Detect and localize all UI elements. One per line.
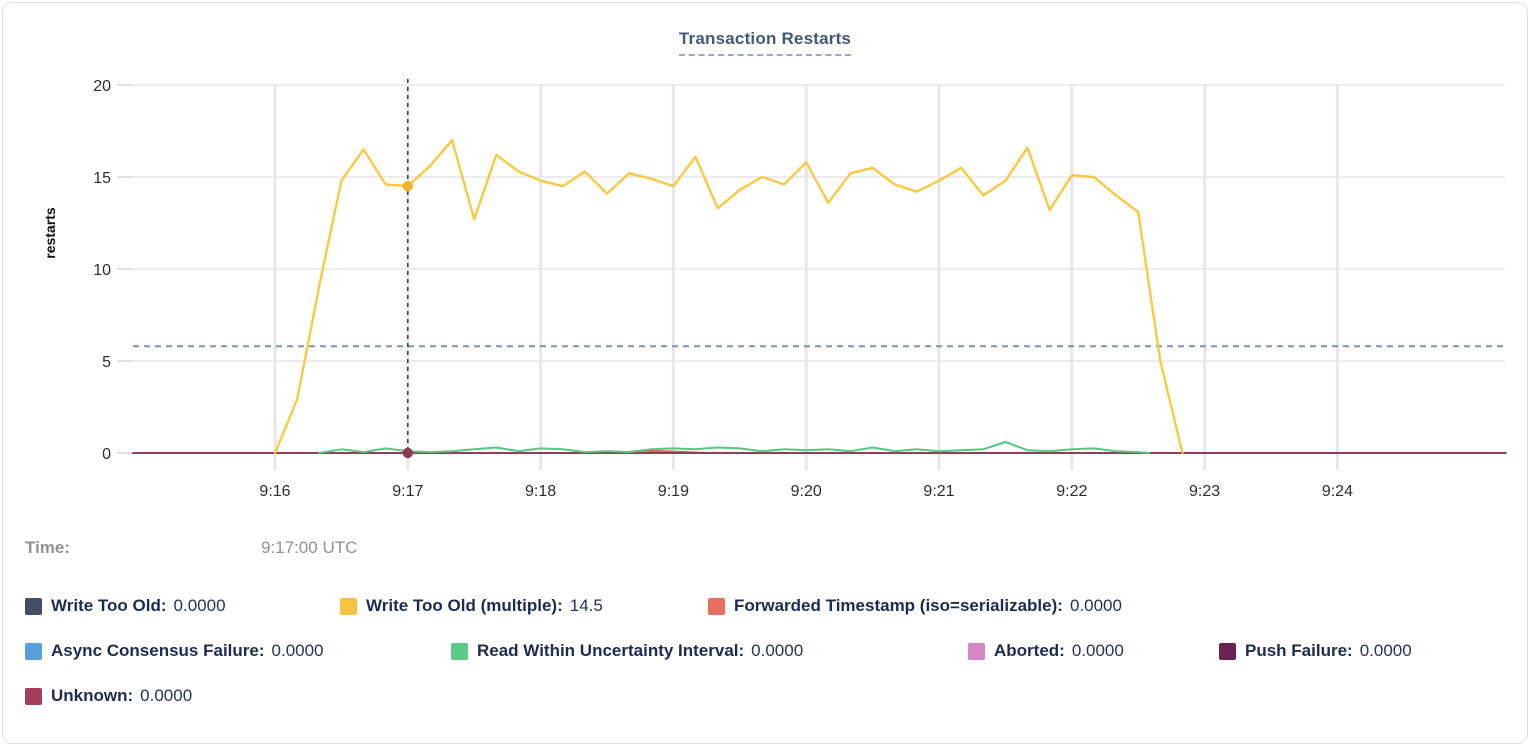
legend-item-async-consensus-failure: Async Consensus Failure: 0.0000 <box>25 640 324 662</box>
legend-color-swatch <box>25 597 42 615</box>
legend-item-read-within-uncertainty-interval: Read Within Uncertainty Interval: 0.0000 <box>451 640 803 662</box>
legend-series-label: Async Consensus Failure: <box>51 641 265 660</box>
legend-color-swatch <box>1219 642 1236 660</box>
hover-dot-unknown <box>402 447 413 459</box>
y-tick-label: 5 <box>102 354 111 371</box>
hover-dot-write-too-old-multiple- <box>402 181 413 192</box>
x-tick-label: 9:22 <box>1056 483 1087 500</box>
time-label: Time: <box>25 538 71 557</box>
legend-color-swatch <box>451 642 468 660</box>
legend-series-label: Aborted: <box>994 641 1065 660</box>
x-tick-label: 9:19 <box>658 483 689 500</box>
legend-series-value: 14.5 <box>569 596 603 615</box>
legend-series-value: 0.0000 <box>271 641 324 660</box>
x-tick-label: 9:21 <box>923 483 954 500</box>
legend-color-swatch <box>708 597 725 615</box>
chart-plot-area[interactable]: 0 5 10 15 20 9:16 9:17 9:18 9:19 9:20 9:21 9:22 9:23… <box>3 3 1527 515</box>
legend-color-swatch <box>25 642 42 660</box>
x-tick-label: 9:23 <box>1189 483 1220 500</box>
legend-series-label: Read Within Uncertainty Interval: <box>477 641 745 660</box>
legend-series-value: 0.0000 <box>1069 596 1122 615</box>
series-line-read-within-uncertainty-interval <box>318 441 1151 454</box>
legend-item-forwarded-timestamp-iso-serializable: Forwarded Timestamp (iso=serializable): 0… <box>708 595 1122 617</box>
legend-series-label: Unknown: <box>51 686 134 705</box>
legend-color-swatch <box>25 687 42 705</box>
x-tick-label: 9:20 <box>791 483 822 500</box>
y-tick-label: 0 <box>102 446 111 463</box>
legend-series-value: 0.0000 <box>173 596 226 615</box>
legend-series-label: Write Too Old (multiple): <box>366 596 563 615</box>
legend-series-value: 0.0000 <box>1071 641 1124 660</box>
x-tick-label: 9:18 <box>525 483 556 500</box>
legend-series-label: Push Failure: <box>1245 641 1353 660</box>
legend-item-unknown: Unknown: 0.0000 <box>25 685 192 707</box>
x-tick-label: 9:16 <box>259 483 290 500</box>
chart-title[interactable]: Transaction Restarts <box>678 29 852 56</box>
legend-series-label: Forwarded Timestamp (iso=serializable): <box>734 596 1063 615</box>
legend-item-aborted: Aborted: 0.0000 <box>968 640 1124 662</box>
legend-series-value: 0.0000 <box>140 686 193 705</box>
x-tick-label: 9:17 <box>392 483 423 500</box>
time-value: 9:17:00 UTC <box>261 538 358 557</box>
legend-item-write-too-old: Write Too Old: 0.0000 <box>25 595 226 617</box>
legend-series-value: 0.0000 <box>751 641 804 660</box>
y-tick-label: 10 <box>93 262 111 279</box>
y-axis-label: restarts <box>42 207 58 259</box>
legend-item-push-failure: Push Failure: 0.0000 <box>1219 640 1412 662</box>
legend-series-value: 0.0000 <box>1359 641 1412 660</box>
legend-color-swatch <box>340 597 357 615</box>
series-line-write-too-old-multiple- <box>273 138 1184 455</box>
y-tick-label: 20 <box>93 78 111 95</box>
x-tick-label: 9:24 <box>1322 483 1353 500</box>
legend-item-write-too-old-multiple: Write Too Old (multiple): 14.5 <box>340 595 603 617</box>
legend-series-label: Write Too Old: <box>51 596 167 615</box>
y-tick-label: 15 <box>93 170 111 187</box>
legend-color-swatch <box>968 642 985 660</box>
